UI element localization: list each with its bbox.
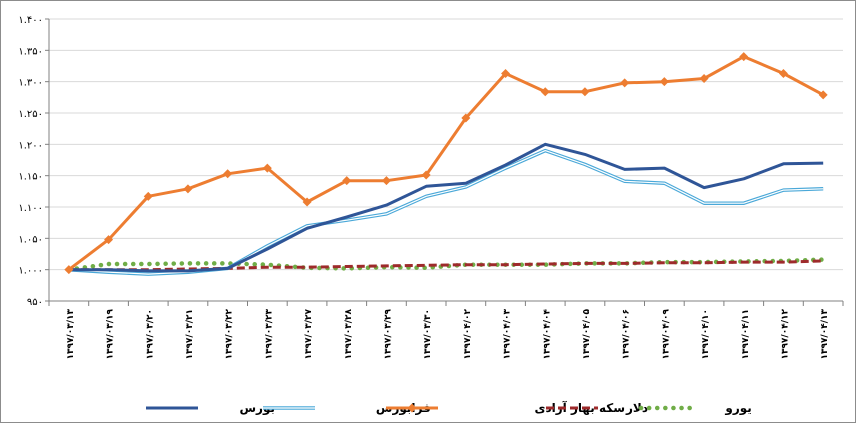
legend-label: بورس xyxy=(240,401,276,416)
y-tick-label: ۱.۲۰۰ xyxy=(18,140,43,151)
data-point-marker xyxy=(104,235,114,245)
y-tick-label: ۱.۲۵۰ xyxy=(18,109,43,120)
data-point-marker xyxy=(64,265,74,275)
data-point-marker xyxy=(699,74,709,84)
y-tick-label: ۱.۰۰۰ xyxy=(18,266,43,277)
x-tick-label: ۱۳۹۷/۰۴/۰۲ xyxy=(463,309,473,360)
x-tick-label: ۱۳۹۷/۰۳/۲۹ xyxy=(383,309,393,360)
series-line-inner xyxy=(68,150,824,275)
legend-item: سکه بهار آزادی xyxy=(386,400,625,415)
y-tick-label: ۱.۴۰۰ xyxy=(18,15,43,26)
data-point-marker xyxy=(659,77,669,87)
data-point-marker xyxy=(223,169,233,179)
x-tick-label: ۱۳۹۷/۰۳/۱۹ xyxy=(106,309,116,360)
x-tick-label: ۱۳۹۷/۰۳/۲۲ xyxy=(225,309,235,360)
series-1 xyxy=(68,142,824,273)
series-line xyxy=(68,142,824,273)
x-tick-label: ۱۳۹۷/۰۳/۱۳ xyxy=(66,309,76,360)
x-tick-label: ۱۳۹۷/۰۳/۲۷ xyxy=(304,309,314,360)
x-tick-label: ۱۳۹۷/۰۴/۰۴ xyxy=(542,309,552,360)
data-point-marker xyxy=(620,78,630,88)
data-point-marker xyxy=(262,163,272,173)
series-2 xyxy=(68,148,824,276)
data-point-marker xyxy=(818,90,828,100)
data-point-marker xyxy=(342,176,352,186)
series-line xyxy=(67,55,824,271)
x-tick-label: ۱۳۹۷/۰۴/۰۳ xyxy=(503,309,513,360)
legend-label: یورو xyxy=(724,401,751,416)
x-tick-label: ۱۳۹۷/۰۳/۲۳ xyxy=(264,309,274,360)
y-tick-label: ۱.۱۵۰ xyxy=(18,172,43,183)
data-point-marker xyxy=(421,170,431,180)
data-point-marker xyxy=(580,87,590,97)
data-point-marker xyxy=(302,197,312,207)
x-tick-label: ۱۳۹۷/۰۴/۰۹ xyxy=(661,309,671,360)
x-tick-label: ۱۳۹۷/۰۳/۲۸ xyxy=(344,309,354,360)
data-point-marker xyxy=(501,69,511,79)
data-point-marker xyxy=(381,176,391,186)
data-point-marker xyxy=(143,191,153,201)
legend-label: سکه بهار آزادی xyxy=(535,400,626,415)
x-tick-label: ۱۳۹۷/۰۴/۰۶ xyxy=(622,309,632,360)
data-point-marker xyxy=(461,113,471,123)
series-line xyxy=(68,148,824,276)
x-tick-label: ۱۳۹۷/۰۴/۱۲ xyxy=(780,309,790,360)
data-point-marker xyxy=(739,52,749,62)
x-tick-label: ۱۳۹۷/۰۴/۱۰ xyxy=(701,309,711,360)
x-tick-label: ۱۳۹۷/۰۳/۲۰ xyxy=(145,309,155,360)
x-tick-label: ۱۳۹۷/۰۴/۰۵ xyxy=(582,309,592,360)
data-point-marker xyxy=(778,69,788,79)
y-tick-label: ۹۵۰ xyxy=(27,297,43,308)
y-tick-label: ۱.۳۵۰ xyxy=(18,46,43,57)
legend-label: دلار xyxy=(625,401,648,415)
y-tick-label: ۱.۰۵۰ xyxy=(18,234,43,245)
series-3 xyxy=(64,52,828,275)
legend-item: دلار xyxy=(546,401,648,415)
legend-item: یورو xyxy=(638,401,752,416)
x-tick-label: ۱۳۹۷/۰۳/۲۱ xyxy=(185,309,195,360)
series-line xyxy=(68,259,824,272)
data-point-marker xyxy=(183,184,193,194)
x-tick-label: ۱۳۹۷/۰۳/۳۰ xyxy=(423,309,433,360)
x-tick-label: ۱۳۹۷/۰۴/۱۳ xyxy=(820,309,830,360)
data-point-marker xyxy=(540,87,550,97)
legend-item: بورس xyxy=(146,401,275,416)
legend-marker xyxy=(407,403,417,413)
series-4 xyxy=(68,259,824,272)
y-tick-label: ۱.۱۰۰ xyxy=(18,203,43,214)
x-tick-label: ۱۳۹۷/۰۴/۱۱ xyxy=(741,309,751,360)
y-tick-label: ۱.۳۰۰ xyxy=(18,78,43,89)
